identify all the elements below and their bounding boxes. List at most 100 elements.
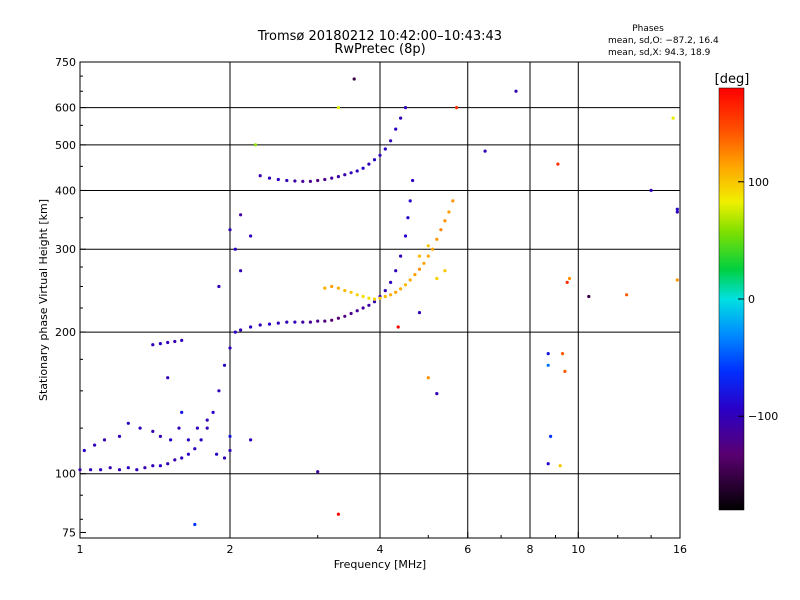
data-point — [413, 273, 417, 277]
data-point — [336, 106, 340, 110]
data-point — [222, 456, 227, 460]
data-point — [675, 207, 679, 211]
data-point — [455, 106, 459, 110]
data-point — [625, 293, 629, 297]
data-point — [389, 280, 393, 284]
data-point — [361, 306, 365, 310]
y-tick-label: 100 — [55, 468, 76, 481]
data-point — [323, 319, 327, 323]
data-point — [426, 376, 430, 380]
data-point — [316, 319, 320, 323]
x-axis-label: Frequency [MHz] — [334, 558, 426, 571]
data-point — [447, 210, 451, 214]
data-point — [228, 228, 232, 232]
data-point — [439, 228, 443, 232]
data-point — [675, 210, 679, 214]
stats-o-mode: mean, sd,O: −87.2, 16.4 — [608, 36, 719, 46]
data-point — [166, 376, 170, 380]
data-point — [378, 296, 382, 300]
data-point — [336, 512, 340, 516]
data-point — [336, 286, 340, 290]
data-point — [399, 116, 403, 120]
data-point — [239, 213, 243, 217]
data-point — [126, 466, 130, 470]
y-tick-label: 400 — [55, 184, 76, 197]
y-tick-label: 300 — [55, 243, 76, 256]
data-point — [549, 434, 553, 438]
data-point — [239, 328, 243, 332]
colorbar-tick-label: 100 — [748, 176, 769, 189]
gridlines — [80, 62, 680, 538]
data-point — [546, 462, 550, 466]
data-point — [336, 175, 340, 179]
data-point — [399, 254, 403, 258]
data-point — [587, 294, 591, 299]
data-point — [372, 297, 377, 301]
data-point — [435, 237, 439, 241]
data-point — [158, 434, 162, 438]
data-point — [276, 321, 280, 325]
colorbar: [deg] 100 0 −100 — [715, 72, 778, 511]
data-point — [143, 466, 147, 470]
data-point — [205, 418, 209, 422]
data-point — [426, 254, 430, 258]
data-point — [349, 311, 353, 316]
data-point — [546, 352, 550, 356]
data-point — [394, 127, 398, 131]
data-point — [253, 143, 258, 147]
data-point — [228, 448, 232, 453]
data-point — [435, 392, 439, 396]
data-point — [383, 289, 387, 293]
data-point — [355, 309, 359, 313]
y-axis-label: Stationary phase Virtual Height [km] — [37, 199, 50, 401]
data-point — [422, 261, 426, 265]
data-point — [173, 339, 177, 344]
data-point — [378, 153, 382, 157]
data-point — [417, 267, 422, 271]
data-point — [403, 234, 408, 238]
data-point — [249, 438, 253, 442]
data-point — [483, 149, 487, 153]
data-point — [166, 340, 170, 345]
data-point — [546, 363, 550, 367]
data-point — [82, 448, 86, 453]
data-point — [394, 290, 398, 294]
y-tick-label: 200 — [55, 326, 76, 339]
data-point — [102, 438, 107, 442]
y-axis-ticks: 75 100 200 300 400 500 600 750 — [55, 56, 86, 539]
data-point — [205, 426, 209, 430]
data-point — [267, 176, 272, 180]
data-point — [389, 293, 393, 297]
data-point — [323, 286, 327, 290]
data-point — [556, 162, 560, 166]
data-point — [301, 320, 305, 324]
data-point — [343, 314, 347, 318]
data-point — [249, 325, 253, 329]
data-point — [330, 284, 334, 289]
y-tick-label: 600 — [55, 102, 76, 115]
data-point — [151, 429, 155, 433]
data-point — [78, 468, 82, 472]
data-point — [285, 178, 289, 183]
data-point — [151, 464, 155, 468]
stats-heading: Phases — [632, 24, 664, 34]
x-tick-label: 4 — [377, 543, 384, 556]
data-point — [316, 178, 320, 183]
data-point — [383, 294, 387, 299]
data-point — [117, 434, 122, 438]
data-point — [675, 278, 679, 282]
data-point — [336, 316, 340, 320]
data-point — [383, 147, 387, 151]
data-point — [406, 216, 410, 220]
data-point — [343, 289, 347, 293]
data-point — [228, 346, 232, 350]
data-point — [258, 174, 262, 178]
x-tick-label: 10 — [571, 543, 585, 556]
data-point — [649, 188, 653, 192]
data-point — [514, 89, 518, 93]
data-point — [293, 179, 297, 183]
data-point — [173, 458, 177, 462]
data-point — [276, 177, 280, 182]
data-point — [233, 247, 237, 251]
data-point — [671, 116, 675, 120]
